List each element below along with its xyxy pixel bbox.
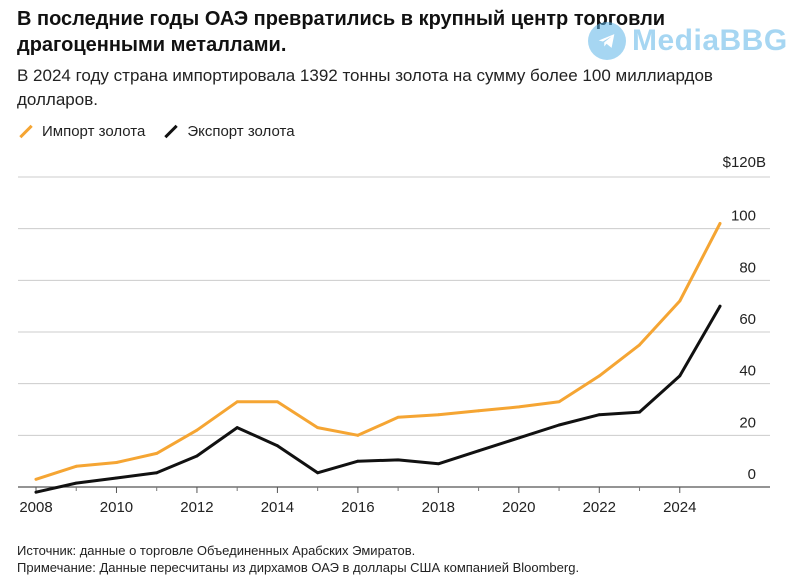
y-tick-label: 100 — [731, 208, 756, 225]
export-point-2014 — [276, 444, 279, 448]
legend-label-import: Импорт золота — [42, 122, 146, 140]
import-point-2009 — [74, 464, 78, 468]
x-tick-label: 2018 — [422, 499, 455, 516]
export-point-2010 — [115, 476, 118, 480]
x-tick-label: 2010 — [100, 499, 133, 516]
export-point-2017 — [396, 458, 400, 462]
x-tick-label: 2014 — [261, 499, 294, 516]
x-tick-label: 2012 — [180, 499, 213, 516]
import-point-2008 — [34, 477, 38, 481]
export-point-2022 — [597, 413, 601, 417]
watermark-text: MediaBBG — [632, 24, 788, 57]
import-point-2011 — [155, 452, 159, 455]
x-tick-label: 2024 — [663, 499, 696, 516]
source-note: Источник: данные о торговле Объединенных… — [17, 543, 416, 558]
series-line-import — [34, 222, 722, 481]
export-point-2016 — [356, 459, 360, 463]
y-tick-label: $120B — [723, 154, 766, 171]
y-tick-label: 80 — [739, 259, 756, 276]
chart-subtitle: В 2024 году страна импортировала 1392 то… — [17, 66, 713, 109]
chart-notes: Источник: данные о торговле Объединенных… — [17, 542, 579, 576]
legend-item-import: Импорт золота — [18, 123, 145, 140]
import-point-2019 — [477, 409, 480, 413]
export-point-2023 — [638, 410, 641, 414]
import-point-2023 — [638, 343, 641, 347]
export-point-2024 — [678, 374, 682, 378]
telegram-icon — [588, 22, 626, 60]
x-tick-label: 2016 — [341, 499, 374, 516]
import-point-2012 — [195, 428, 199, 432]
export-point-2015 — [316, 471, 320, 475]
export-point-2009 — [74, 481, 78, 485]
y-tick-label: 40 — [739, 363, 756, 380]
x-tick-label: 2020 — [502, 499, 535, 516]
export-point-2013 — [235, 426, 239, 429]
import-point-2017 — [396, 415, 400, 419]
export-point-2020 — [517, 436, 521, 440]
series-line-export — [34, 304, 722, 494]
footnote: Примечание: Данные пересчитаны из дирхам… — [17, 560, 580, 575]
export-point-2019 — [477, 449, 480, 453]
x-tick-label: 2022 — [583, 499, 616, 516]
import-point-2021 — [557, 400, 561, 404]
export-point-2025 — [718, 304, 722, 308]
y-tick-label: 20 — [739, 414, 756, 431]
y-tick-label: 60 — [739, 311, 756, 328]
line-chart: 0 20 40 60 80 100 $120B 2008 2010 2012 2014 2016 201… — [18, 154, 770, 516]
import-point-2013 — [235, 400, 239, 404]
x-tick-label: 2008 — [19, 499, 52, 516]
import-point-2025 — [718, 222, 722, 225]
export-point-2008 — [34, 490, 38, 494]
export-point-2011 — [155, 471, 159, 475]
import-point-2024 — [678, 299, 682, 303]
export-point-2018 — [436, 462, 440, 466]
import-point-2016 — [356, 433, 360, 437]
import-point-2022 — [597, 374, 601, 378]
chart-title: В последние годы ОАЭ превратились в круп… — [17, 8, 666, 56]
legend-swatch-export — [164, 124, 179, 138]
import-point-2015 — [316, 426, 320, 429]
import-point-2018 — [436, 413, 440, 417]
watermark: MediaBBG — [588, 22, 788, 60]
y-tick-label: 0 — [748, 466, 756, 483]
import-point-2014 — [276, 400, 279, 404]
import-point-2020 — [517, 405, 521, 409]
chart-legend: Импорт золота Экспорт золота — [18, 121, 313, 141]
legend-swatch-import — [19, 124, 33, 138]
export-point-2012 — [195, 454, 199, 458]
legend-label-export: Экспорт золота — [187, 122, 295, 140]
legend-item-export: Экспорт золота — [163, 122, 295, 140]
export-point-2021 — [557, 423, 561, 427]
import-point-2010 — [115, 461, 118, 464]
